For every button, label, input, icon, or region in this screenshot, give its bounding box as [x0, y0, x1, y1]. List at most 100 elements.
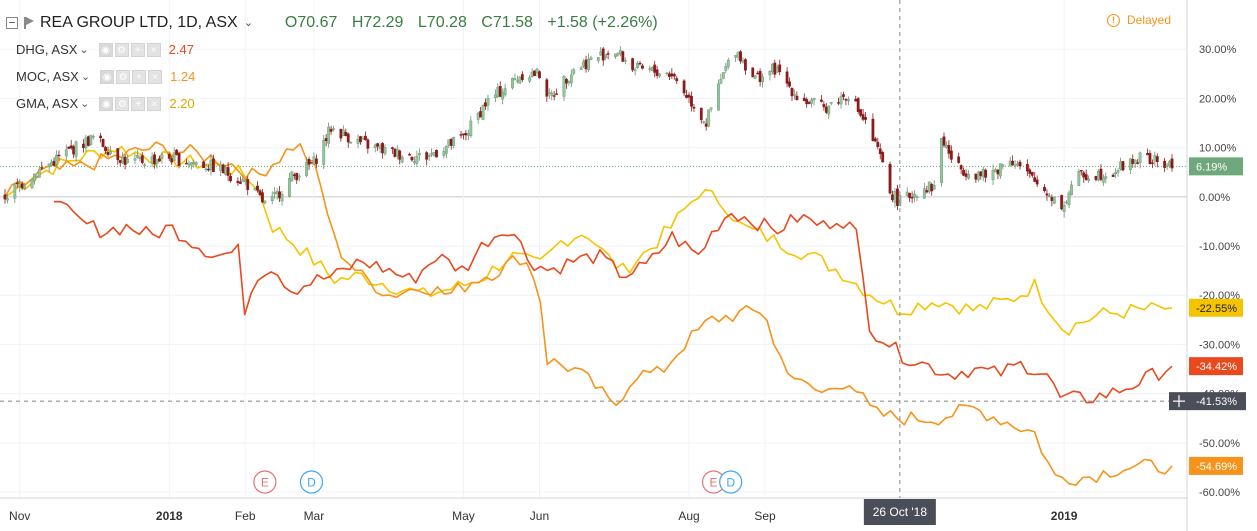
settings-icon[interactable]: ⚙ [115, 96, 130, 111]
candle-body [1079, 170, 1083, 172]
eye-icon[interactable]: ◉ [99, 96, 114, 111]
candle-body [555, 93, 559, 95]
candle-body [790, 88, 794, 97]
candle-body [513, 78, 517, 80]
candle-body [932, 185, 936, 190]
candle-body [829, 102, 833, 104]
compare-symbol-label[interactable]: MOC, ASX [16, 69, 79, 84]
event-label: D [726, 476, 735, 490]
candle [896, 184, 899, 211]
x-tick-label: Mar [304, 509, 325, 523]
candle-body [1035, 179, 1039, 185]
candle [501, 88, 505, 105]
candle-body [1062, 205, 1066, 212]
candle-body [57, 154, 61, 157]
main-symbol-title[interactable]: REA GROUP LTD, 1D, ASX [40, 13, 238, 31]
close-icon[interactable]: × [148, 69, 163, 84]
close-icon[interactable]: × [146, 42, 161, 57]
candle [1084, 169, 1088, 181]
candle-body [827, 105, 831, 115]
candle [773, 59, 777, 78]
candle-body [1136, 162, 1140, 164]
candle-body [398, 150, 402, 160]
add-icon[interactable]: + [130, 42, 145, 57]
candle-body [410, 157, 414, 161]
candle-body [72, 146, 76, 155]
candle-body [341, 129, 345, 136]
compare-symbol-label[interactable]: GMA, ASX [16, 96, 79, 111]
candle-body [940, 138, 943, 183]
candle-body [339, 128, 343, 139]
candle-body [23, 185, 27, 189]
candle-body [1050, 197, 1054, 201]
candle [150, 152, 154, 168]
candle-body [106, 152, 110, 155]
close-icon[interactable]: × [147, 96, 162, 111]
compare-row-gma[interactable]: GMA, ASX ⌄ ◉ ⚙ + × 2.20 [4, 90, 668, 117]
x-tick-label: Jun [530, 509, 549, 523]
settings-icon[interactable]: ⚙ [116, 69, 131, 84]
candle-body [717, 83, 720, 111]
candle [52, 157, 56, 167]
chevron-down-icon[interactable]: ⌄ [80, 71, 91, 83]
candle-body [1094, 175, 1098, 180]
candle-body [1008, 160, 1012, 167]
add-icon[interactable]: + [131, 96, 146, 111]
candle [361, 135, 365, 140]
compare-symbol-label[interactable]: DHG, ASX [16, 42, 78, 57]
candle-body [297, 175, 301, 178]
candle [589, 55, 593, 61]
delayed-indicator[interactable]: ! Delayed [1107, 13, 1171, 27]
candle-body [270, 195, 274, 202]
eye-icon[interactable]: ◉ [98, 42, 113, 57]
candle-body [417, 153, 421, 156]
candle [292, 172, 296, 180]
candle-body [6, 198, 9, 201]
settings-icon[interactable]: ⚙ [114, 42, 129, 57]
candle-body [621, 51, 625, 62]
chevron-down-icon[interactable]: ⌄ [243, 17, 253, 29]
compare-row-moc[interactable]: MOC, ASX ⌄ ◉ ⚙ + × 1.24 [4, 63, 668, 90]
candle-body [893, 191, 897, 203]
compare-row-dhg[interactable]: DHG, ASX ⌄ ◉ ⚙ + × 2.47 [4, 36, 668, 63]
candle [741, 57, 745, 64]
candle-body [579, 67, 583, 70]
earnings-marker: E [253, 470, 277, 494]
candle-body [768, 71, 772, 76]
candle [1097, 168, 1100, 182]
collapse-legend-icon[interactable] [6, 16, 18, 29]
candle [552, 90, 556, 101]
candle [820, 95, 823, 103]
candle [498, 81, 502, 98]
eye-icon[interactable]: ◉ [100, 69, 115, 84]
candle-body [1101, 177, 1105, 183]
candle-body [775, 66, 779, 73]
flag-icon[interactable] [24, 16, 34, 29]
candle [1121, 161, 1125, 172]
candle [587, 53, 590, 72]
candle-body [820, 99, 823, 102]
candle [50, 159, 53, 166]
candle [1136, 158, 1140, 165]
candle-body [69, 145, 73, 149]
candle [466, 129, 470, 140]
candle [756, 71, 760, 75]
candle-body [741, 60, 745, 63]
candle [744, 58, 747, 75]
candle-body [466, 133, 470, 136]
candle [140, 152, 144, 165]
candle-body [185, 162, 188, 165]
candle [981, 166, 985, 182]
candle-body [719, 78, 723, 84]
candle [37, 166, 41, 178]
chevron-down-icon[interactable]: ⌄ [79, 44, 89, 56]
candle [871, 113, 875, 142]
add-icon[interactable]: + [132, 69, 147, 84]
main-symbol-row[interactable]: REA GROUP LTD, 1D, ASX ⌄ O70.67 H72.29 L… [4, 9, 668, 36]
candle-body [1011, 160, 1015, 166]
compare-value: 2.20 [169, 96, 195, 111]
candle [459, 130, 463, 139]
candle [153, 151, 156, 169]
chevron-down-icon[interactable]: ⌄ [80, 98, 90, 110]
